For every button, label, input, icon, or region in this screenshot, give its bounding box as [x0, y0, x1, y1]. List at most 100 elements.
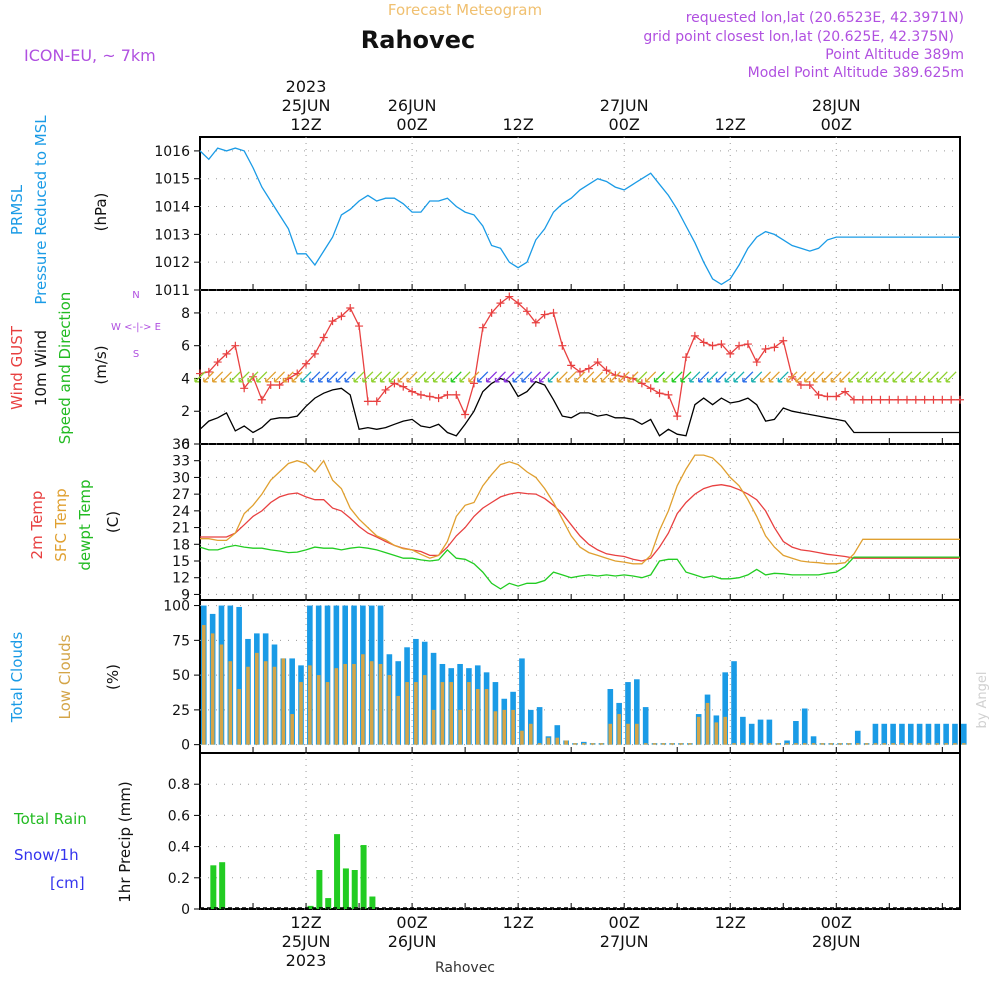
precip-unit: 1hr Precip (mm): [116, 781, 134, 902]
wind-ytick-label: 0: [181, 437, 190, 453]
pressure-ytick-label: 1014: [154, 200, 190, 216]
model-name: ICON-EU, ~ 7km: [24, 46, 156, 65]
low-cloud-bar: [440, 682, 445, 745]
pressure-ytick-label: 1016: [154, 144, 190, 160]
wind-barb: [865, 371, 878, 383]
total-cloud-bar: [519, 658, 525, 745]
gust-marker: [664, 390, 673, 399]
gust-marker: [522, 307, 531, 316]
top-time-label: 00Z: [609, 115, 640, 134]
total-cloud-bar: [554, 725, 561, 745]
wind-barb: [698, 371, 710, 383]
wind-barb: [344, 371, 356, 383]
wind-barb: [724, 371, 736, 383]
low-cloud-bar: [926, 743, 931, 745]
wind-barb: [459, 371, 471, 383]
low-cloud-bar: [811, 743, 816, 745]
total-cloud-bar: [731, 661, 737, 745]
compass-south: S: [133, 349, 139, 360]
gust-marker: [363, 397, 372, 406]
gust-marker: [381, 385, 390, 394]
wind-barb: [300, 371, 312, 383]
wind-barb: [857, 371, 869, 383]
bottom-time-label: 12Z: [290, 913, 321, 932]
low-cloud-bar: [511, 709, 515, 745]
wind-barb: [539, 371, 551, 383]
low-cloud-bar: [705, 702, 710, 745]
total-cloud-bar: [766, 719, 773, 745]
wind-ytick-label: 6: [181, 339, 190, 355]
wind-barb: [786, 371, 798, 383]
compass-west-east: W <-|-> E: [111, 322, 161, 333]
bottom-time-label: 25JUN: [282, 932, 331, 951]
precip-label-rain: Total Rain: [13, 810, 87, 828]
rain-bar: [351, 870, 358, 909]
gust-marker: [416, 390, 425, 399]
rain-bar: [210, 865, 217, 909]
wind-barb: [326, 371, 339, 383]
total-cloud-bar: [899, 723, 905, 745]
wind-barb: [318, 371, 330, 383]
low-cloud-bar: [299, 682, 303, 745]
axis-labels: 1011101210131014101510160246891215182124…: [154, 77, 860, 970]
wind-barb: [830, 371, 842, 383]
requested-coords: requested lon,lat (20.6523E, 42.3971N): [686, 10, 964, 26]
wind-barb: [733, 371, 745, 383]
low-cloud-bar: [590, 743, 595, 745]
gust-marker: [514, 299, 523, 308]
wind-barb: [795, 371, 807, 383]
total-cloud-bar: [907, 723, 914, 745]
temp-unit: (C): [104, 511, 122, 533]
low-cloud-bar: [405, 682, 409, 745]
low-cloud-bar: [467, 682, 471, 745]
low-cloud-bar: [431, 709, 436, 745]
wind-barb: [273, 371, 285, 383]
top-time-label: 00Z: [821, 115, 852, 134]
low-cloud-bar: [582, 743, 586, 745]
total-cloud-bar: [793, 721, 799, 745]
temperature-series-line: [199, 544, 960, 590]
wind-barb: [592, 371, 604, 383]
gust-marker: [399, 382, 408, 391]
wind-barb: [768, 371, 780, 383]
total-cloud-bar: [925, 723, 932, 745]
wind-barb: [547, 371, 559, 383]
total-cloud-bar: [890, 723, 896, 745]
low-cloud-bar: [617, 714, 621, 745]
gust-marker: [717, 340, 726, 349]
low-cloud-bar: [414, 682, 418, 745]
low-cloud-bar: [767, 743, 772, 745]
wind-barb: [530, 371, 542, 383]
wind-barb: [600, 371, 612, 383]
wind-barb: [282, 371, 294, 383]
total-cloud-bar: [881, 723, 888, 745]
gust-marker: [408, 387, 417, 396]
wind-panel-frame: [199, 289, 961, 445]
gust-marker: [673, 412, 682, 421]
wind-barb: [583, 371, 595, 383]
gust-marker: [567, 361, 576, 370]
clouds-ytick-label: 50: [172, 668, 190, 684]
total-cloud-bar: [748, 723, 755, 745]
bottom-time-label: 00Z: [821, 913, 852, 932]
gust-marker: [938, 395, 947, 404]
temperature-ytick-label: 21: [172, 521, 190, 537]
low-cloud-bar: [537, 743, 542, 745]
gust-marker: [690, 331, 699, 340]
rain-bar: [369, 896, 376, 909]
precip-ytick-label: 0: [181, 902, 190, 918]
wind-barb: [441, 371, 453, 383]
wind-barb: [203, 371, 215, 383]
total-cloud-bar: [872, 723, 879, 745]
bottom-time-label: 00Z: [396, 913, 427, 932]
low-cloud-bar: [652, 743, 657, 745]
temperature-series-line: [200, 484, 960, 562]
footer-station: Rahovec: [435, 960, 495, 976]
low-cloud-bar: [679, 743, 683, 745]
gust-marker: [752, 358, 761, 367]
gust-marker: [275, 381, 284, 390]
rain-bar: [316, 870, 323, 909]
low-cloud-bar: [361, 654, 365, 745]
gust-marker: [355, 322, 364, 331]
precip-ytick-label: 0.2: [168, 871, 190, 887]
